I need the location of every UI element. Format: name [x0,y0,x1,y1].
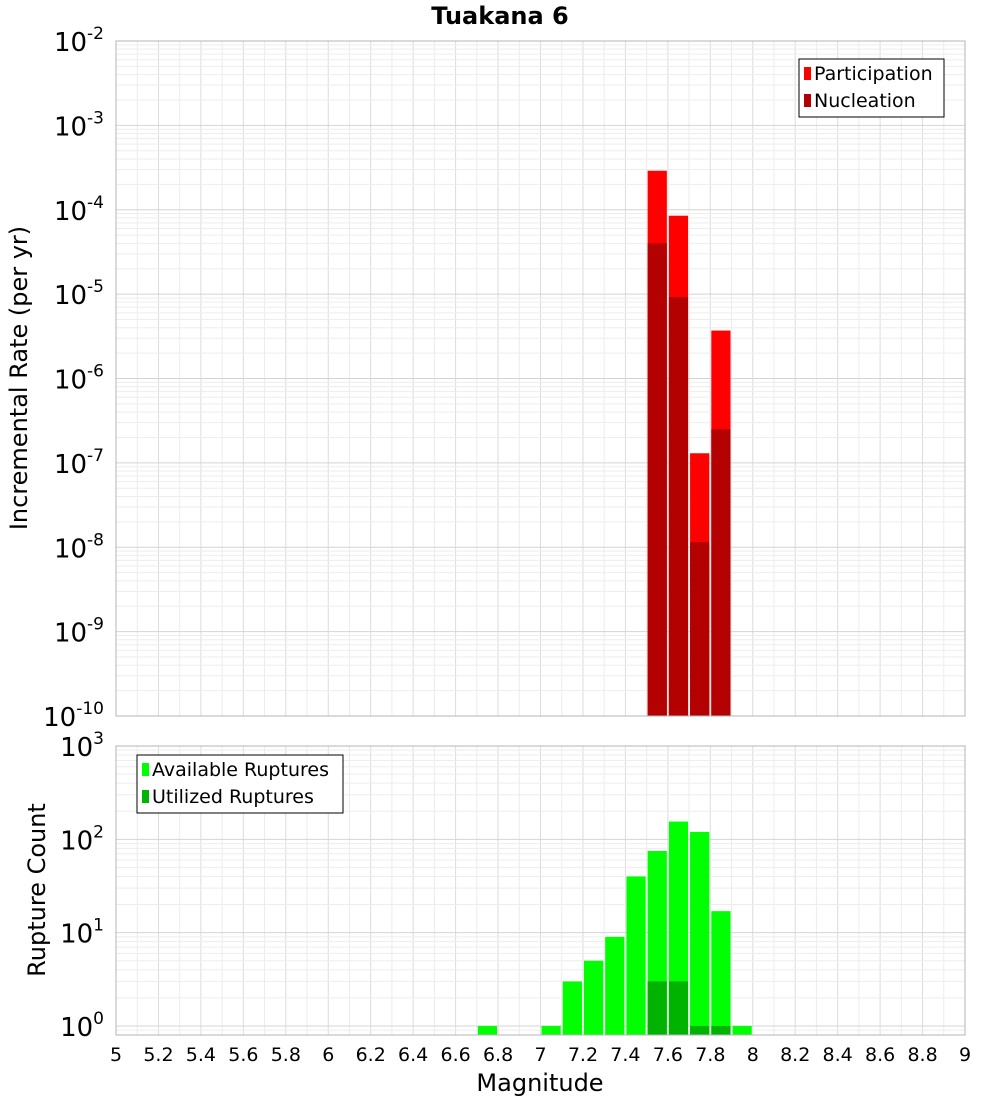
x-tick-label: 8.6 [865,1044,895,1066]
count-bar-series2 [668,981,689,1035]
x-tick-label: 5.8 [271,1044,301,1066]
count-legend-box [136,754,344,814]
x-tick-label: 9 [959,1044,971,1066]
count-bar-series1 [605,936,625,1035]
x-tick-label: 7.2 [568,1044,598,1066]
count-bar-series1 [690,831,710,1035]
count-bar-series1 [562,981,582,1035]
x-tick-label: 8.8 [907,1044,937,1066]
count-legend-swatch [142,790,149,803]
count-bar-series1 [583,960,604,1035]
count-plot-frame [115,745,966,1036]
rate-bar-series2 [668,297,689,716]
x-tick-label: 7.6 [653,1044,683,1066]
x-tick-label: 7.4 [610,1044,640,1066]
chart-title: Tuakana 6 [431,2,569,30]
x-tick-label: 7.8 [695,1044,725,1066]
rate-plot-frame [115,40,966,717]
rate-y-tick-label: 10-7 [54,446,104,480]
count-bar-series1 [477,1025,498,1035]
rate-y-tick-label: 10-5 [54,277,104,311]
rate-legend-label: Nucleation [814,90,916,112]
y-axis-label-rate: Incremental Rate (per yr) [5,226,33,530]
x-tick-label: 6.8 [483,1044,513,1066]
rate-bar-series2 [647,243,667,717]
rate-y-tick-label: 10-9 [54,615,104,649]
x-tick-label: 6.6 [440,1044,470,1066]
count-y-tick-label: 102 [60,822,104,856]
count-bar-series2 [647,981,667,1035]
x-tick-label: 5.2 [143,1044,173,1066]
rate-legend-swatch [804,67,811,80]
count-bar-series1 [732,1025,752,1035]
count-legend-swatch [142,763,149,776]
x-tick-label: 5 [110,1044,122,1066]
rate-legend-box [798,58,945,118]
rate-legend-label: Participation [814,63,933,85]
count-legend-label: Available Ruptures [152,759,329,781]
x-tick-label: 5.4 [186,1044,216,1066]
x-tick-label: 6 [322,1044,334,1066]
count-bar-series1 [541,1025,561,1035]
x-tick-label: 8.4 [823,1044,853,1066]
count-y-tick-label: 100 [60,1009,104,1043]
x-tick-label: 6.2 [356,1044,386,1066]
count-legend-label: Utilized Ruptures [152,786,314,808]
x-tick-label: 5.6 [228,1044,258,1066]
x-tick-label: 8.2 [780,1044,810,1066]
x-axis-label: Magnitude [476,1069,603,1097]
rate-y-tick-label: 10-4 [54,193,104,227]
x-tick-label: 8 [747,1044,759,1066]
count-y-tick-label: 101 [60,916,104,950]
count-bar-series2 [711,1025,731,1035]
rate-bar-series2 [690,542,710,716]
count-bar-series1 [711,911,731,1035]
count-y-tick-label: 103 [60,729,104,763]
rate-panel: 10-10 10-9 10-8 10-7 10-6 10-5 10-4 10-3 10-2 Par… [43,24,966,733]
x-tick-label: 7 [534,1044,546,1066]
y-axis-label-count: Rupture Count [23,803,51,977]
x-tick-label: 6.4 [398,1044,428,1066]
rate-y-tick-label: 10-8 [54,530,104,564]
rate-y-tick-label: 10-10 [43,699,104,733]
rate-legend-swatch [804,94,811,107]
count-bar-series1 [626,876,646,1035]
count-bar-series2 [690,1025,710,1035]
rate-bar-series2 [711,429,731,716]
rate-y-tick-label: 10-3 [54,108,104,142]
rate-y-tick-label: 10-6 [54,362,104,396]
rate-y-tick-label: 10-2 [54,24,104,58]
